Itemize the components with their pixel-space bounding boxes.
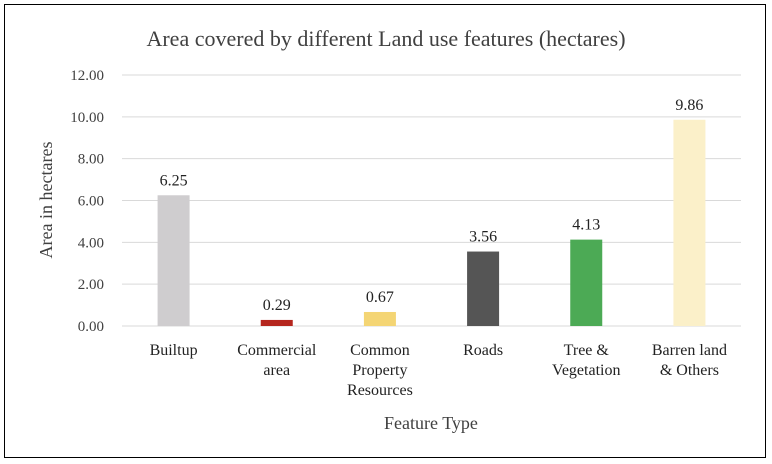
chart-title: Area covered by different Land use featu… [146,26,625,51]
data-label: 9.86 [675,97,703,114]
x-category-label: Roads [463,342,503,359]
y-tick-label: 6.00 [78,194,104,210]
bars [157,119,706,327]
bar [570,239,603,326]
x-category-label: Tree & Vegetation [552,342,620,379]
bar [467,251,500,326]
bar [673,119,706,327]
x-axis-label: Feature Type [384,413,478,433]
data-label: 3.56 [469,229,497,246]
bar [157,195,190,326]
data-label: 6.25 [160,172,188,189]
y-tick-labels: 0.00 2.00 4.00 6.00 8.00 10.00 12.00 [70,68,104,335]
y-tick-label: 2.00 [78,277,104,293]
x-category-label: Barren land & Others [652,342,727,379]
x-category-label: Common Property Resources [347,342,413,399]
grid-lines [122,74,741,327]
bar [363,311,396,326]
y-tick-label: 10.00 [70,110,104,126]
data-label: 4.13 [572,217,600,234]
x-category-label: Commercial area [237,342,317,379]
data-labels: 6.25 0.29 0.67 3.56 4.13 9.86 [160,97,704,314]
x-category-label: Builtup [150,342,198,359]
y-tick-label: 12.00 [70,68,104,84]
y-tick-label: 8.00 [78,152,104,168]
chart-frame [4,4,766,458]
bar [260,319,293,326]
y-tick-label: 4.00 [78,235,104,251]
data-label: 0.67 [366,289,394,306]
x-category-labels: Builtup Commercial area Common Property Resou… [150,342,727,399]
y-tick-label: 0.00 [78,319,104,335]
y-axis-label: Area in hectares [36,142,56,259]
data-label: 0.29 [263,297,291,314]
